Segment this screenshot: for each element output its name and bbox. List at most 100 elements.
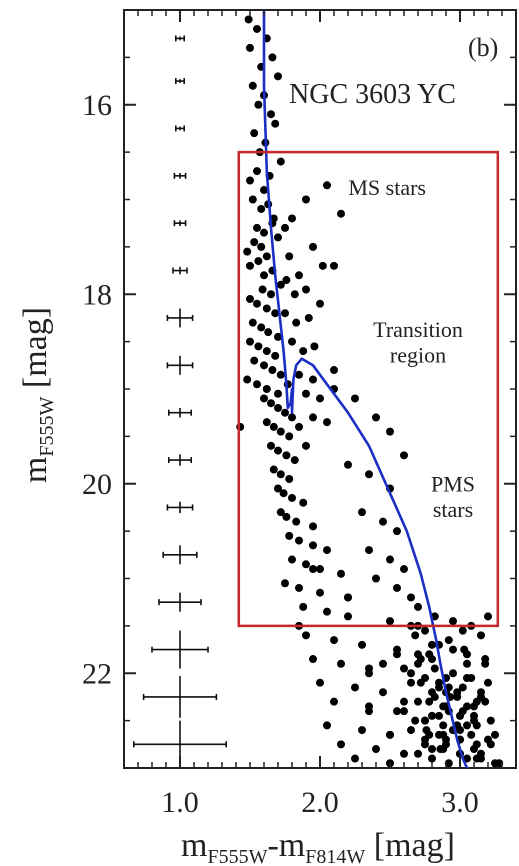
- star-point: [416, 678, 425, 687]
- star-point: [253, 380, 261, 389]
- axis-ticks: 1.0 2.0 3.0 16 18 20 22: [82, 9, 516, 819]
- star-point: [290, 456, 299, 465]
- star-point: [271, 119, 280, 128]
- star-point: [246, 294, 254, 303]
- star-point: [428, 688, 436, 697]
- star-point: [254, 342, 263, 351]
- star-point: [484, 735, 492, 744]
- star-point: [386, 555, 394, 564]
- star-point: [276, 157, 285, 166]
- star-point: [472, 697, 481, 706]
- star-point: [428, 711, 436, 720]
- star-point: [295, 422, 303, 431]
- star-point: [299, 602, 308, 611]
- star-point: [288, 413, 296, 422]
- star-point: [248, 195, 257, 204]
- annotation-text: stars: [433, 497, 473, 522]
- star-point: [248, 81, 257, 90]
- star-point: [253, 223, 261, 232]
- star-point: [467, 673, 476, 682]
- star-point: [302, 195, 310, 204]
- star-point: [337, 569, 345, 578]
- y-axis-label: mF555W [mag]: [17, 307, 58, 483]
- error-bar: [175, 78, 185, 85]
- star-point: [323, 607, 331, 616]
- star-point: [288, 337, 296, 346]
- star-point: [358, 640, 366, 649]
- star-point: [330, 261, 338, 270]
- x-tick-label: 3.0: [441, 786, 479, 819]
- star-point: [351, 683, 359, 692]
- star-point: [260, 228, 268, 237]
- star-point: [316, 678, 324, 687]
- star-point: [276, 370, 285, 379]
- star-point: [358, 508, 366, 517]
- star-point: [414, 697, 422, 706]
- star-point: [393, 527, 401, 536]
- star-point: [316, 299, 324, 308]
- star-point: [274, 403, 282, 412]
- star-point: [271, 351, 280, 360]
- star-point: [269, 422, 278, 431]
- star-point: [484, 612, 492, 621]
- star-point: [400, 664, 408, 673]
- annotation-text: PMS: [431, 471, 475, 496]
- star-point: [330, 697, 338, 706]
- star-point: [246, 337, 254, 346]
- isochrone: [262, 10, 469, 769]
- isochrone-line: [262, 10, 469, 769]
- star-point: [288, 555, 296, 564]
- x-tick-label: 2.0: [301, 786, 339, 819]
- star-point: [365, 707, 373, 716]
- y-axis-label-main: m: [17, 457, 54, 483]
- star-point: [304, 313, 313, 322]
- error-bar: [158, 592, 202, 612]
- star-point: [309, 565, 317, 574]
- star-point: [414, 749, 422, 758]
- star-point: [250, 129, 259, 138]
- star-point: [290, 290, 299, 299]
- star-point: [379, 688, 387, 697]
- star-point: [393, 583, 401, 592]
- star-point: [386, 617, 394, 626]
- star-point: [246, 176, 254, 185]
- star-point: [400, 707, 408, 716]
- star-point: [318, 261, 327, 270]
- star-point: [253, 299, 261, 308]
- star-point: [282, 451, 291, 460]
- star-point: [330, 366, 338, 375]
- star-point: [281, 223, 289, 232]
- star-point: [282, 512, 291, 521]
- star-point: [260, 271, 268, 280]
- star-point: [439, 721, 448, 730]
- star-point: [337, 659, 345, 668]
- region-rect: [237, 150, 500, 628]
- star-point: [449, 645, 457, 654]
- star-point: [400, 749, 408, 758]
- star-point: [467, 730, 476, 739]
- star-point: [262, 304, 271, 313]
- star-point: [486, 716, 495, 725]
- x-axis-label-sub1: F555W: [207, 846, 267, 866]
- star-point: [323, 546, 331, 555]
- star-point: [344, 460, 352, 469]
- star-point: [274, 446, 282, 455]
- x-axis-label-unit: [mag]: [365, 827, 455, 864]
- star-point: [444, 683, 453, 692]
- error-bar: [166, 501, 194, 514]
- x-axis-label-mid: -m: [267, 827, 305, 864]
- star-point: [365, 470, 373, 479]
- star-point: [260, 394, 268, 403]
- star-point: [316, 565, 324, 574]
- error-bars: [133, 35, 227, 768]
- star-point: [425, 650, 434, 659]
- star-point: [463, 702, 471, 711]
- star-point: [310, 342, 319, 351]
- star-point: [458, 626, 467, 635]
- star-point: [309, 242, 317, 251]
- star-point: [274, 332, 282, 341]
- star-point: [481, 697, 490, 706]
- star-point: [393, 650, 401, 659]
- star-point: [400, 451, 408, 460]
